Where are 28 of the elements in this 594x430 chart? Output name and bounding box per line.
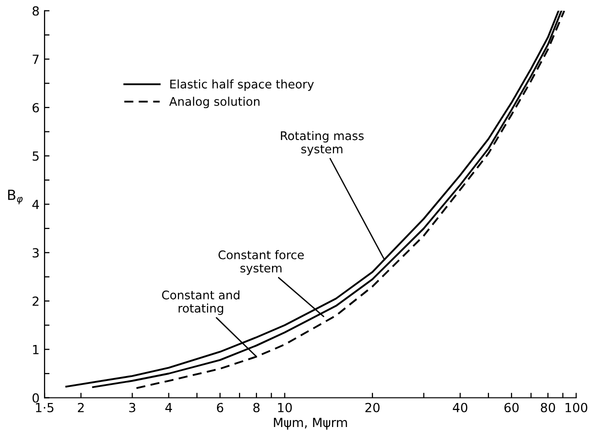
y-tick-label: 7	[32, 54, 39, 64]
legend-label: Elastic half space theory	[170, 79, 314, 91]
y-tick-label: 6	[32, 102, 39, 112]
x-tick-label: 8	[253, 402, 260, 412]
annotation: Constant force system	[218, 250, 304, 275]
x-tick-label: 40	[452, 402, 468, 412]
x-tick-label: 10	[278, 402, 292, 412]
x-tick-label: 4	[165, 402, 172, 412]
x-tick-label: 20	[365, 402, 380, 412]
x-tick-label: 2	[78, 402, 84, 412]
y-tick-label: 3	[32, 248, 39, 258]
y-tick-label: 5	[32, 152, 39, 161]
x-tick-label: 100	[566, 402, 588, 412]
y-tick-label: 1	[33, 345, 39, 354]
y-tick-label: 4	[32, 200, 39, 209]
legend-label: Analog solution	[169, 96, 260, 108]
x-tick-label: 3	[129, 402, 136, 412]
y-tick-label: 2	[32, 296, 38, 306]
x-tick-label: 80	[540, 402, 556, 412]
x-axis-title: Mψm, Mψrm	[274, 418, 347, 430]
x-tick-label: 60	[504, 402, 519, 412]
annotation: Constant and rotating	[162, 290, 240, 315]
x-tick-label: 6	[216, 402, 224, 412]
x-tick-label: 1·5	[36, 402, 54, 412]
y-axis-title: B$_{φ}$	[8, 190, 23, 204]
y-tick-label: 8	[32, 6, 39, 16]
y-tick-label: 0	[32, 393, 39, 403]
annotation: Rotating mass system	[280, 131, 364, 156]
